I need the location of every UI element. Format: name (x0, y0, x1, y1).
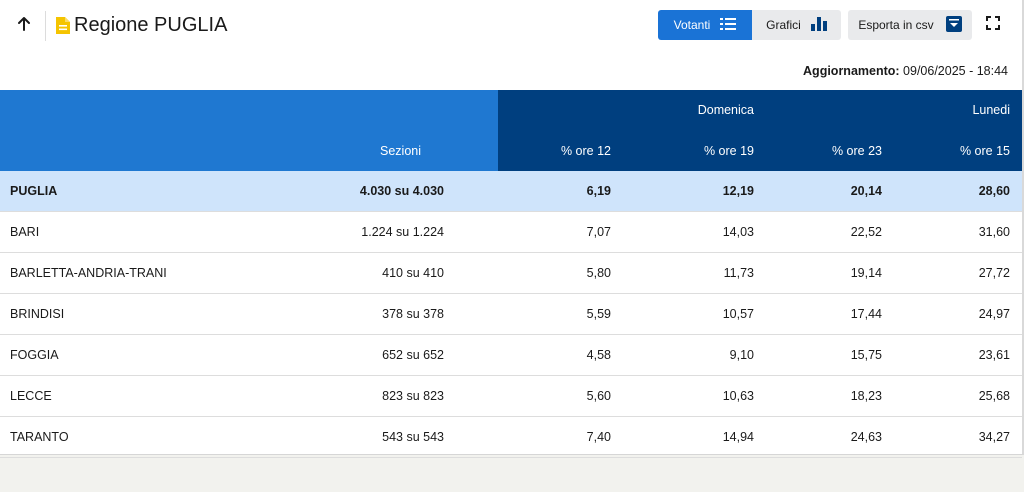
row-ore19: 14,03 (623, 211, 766, 253)
group-header-lunedi: Lunedi (894, 90, 1022, 130)
last-update-label: Aggiornamento: (803, 64, 900, 78)
row-name: BRINDISI (0, 293, 300, 335)
table-row: LECCE 823 su 823 5,60 10,63 18,23 25,68 (0, 375, 1022, 417)
row-ore23: 24,63 (766, 416, 894, 458)
tab-votanti[interactable]: Votanti (658, 10, 752, 40)
table-row: BARLETTA-ANDRIA-TRANI 410 su 410 5,80 11… (0, 252, 1022, 294)
row-ore12: 5,60 (498, 375, 623, 417)
row-name: LECCE (0, 375, 300, 417)
list-icon (720, 17, 737, 33)
row-name: BARI (0, 211, 300, 253)
row-ore12: 4,58 (498, 334, 623, 376)
table-row: FOGGIA 652 su 652 4,58 9,10 15,75 23,61 (0, 334, 1022, 376)
panel-header: Regione PUGLIA Votanti Grafici Esporta i… (0, 0, 1022, 52)
row-ore23: 17,44 (766, 293, 894, 335)
table-column-header: Sezioni % ore 12 % ore 19 % ore 23 % ore… (0, 130, 1022, 171)
row-ore15: 23,61 (894, 334, 1022, 376)
group-header-domenica: Domenica (623, 90, 766, 130)
row-ore19: 10,57 (623, 293, 766, 335)
row-sezioni: 378 su 378 (300, 293, 498, 335)
row-ore19: 14,94 (623, 416, 766, 458)
last-update: Aggiornamento: 09/06/2025 - 18:44 (803, 64, 1008, 78)
row-name: BARLETTA-ANDRIA-TRANI (0, 252, 300, 294)
table-row: TARANTO 543 su 543 7,40 14,94 24,63 34,2… (0, 416, 1022, 458)
row-ore19: 11,73 (623, 252, 766, 294)
row-ore15: 34,27 (894, 416, 1022, 458)
row-sezioni: 823 su 823 (300, 375, 498, 417)
row-ore15: 28,60 (894, 171, 1022, 212)
page-title: Regione PUGLIA (74, 14, 228, 36)
table-row: BRINDISI 378 su 378 5,59 10,57 17,44 24,… (0, 293, 1022, 335)
row-ore15: 25,68 (894, 375, 1022, 417)
export-csv-label: Esporta in csv (858, 18, 934, 32)
tab-votanti-label: Votanti (673, 18, 711, 32)
turnout-table: Domenica Lunedi Sezioni % ore 12 % ore 1… (0, 90, 1022, 458)
row-ore23: 22,52 (766, 211, 894, 253)
table-group-header: Domenica Lunedi (0, 90, 1022, 130)
row-ore15: 31,60 (894, 211, 1022, 253)
row-ore19: 10,63 (623, 375, 766, 417)
document-icon (55, 16, 71, 35)
row-ore12: 5,59 (498, 293, 623, 335)
column-header-ore19: % ore 19 (623, 130, 766, 171)
last-update-value: 09/06/2025 - 18:44 (903, 64, 1008, 78)
back-button[interactable] (10, 12, 38, 40)
row-sezioni: 1.224 su 1.224 (300, 211, 498, 253)
row-ore15: 24,97 (894, 293, 1022, 335)
export-csv-button[interactable]: Esporta in csv (848, 10, 972, 40)
row-ore23: 15,75 (766, 334, 894, 376)
table-row-total: PUGLIA 4.030 su 4.030 6,19 12,19 20,14 2… (0, 171, 1022, 212)
row-ore19: 12,19 (623, 171, 766, 212)
row-sezioni: 4.030 su 4.030 (300, 171, 498, 212)
row-ore12: 5,80 (498, 252, 623, 294)
tab-grafici[interactable]: Grafici (752, 10, 841, 40)
row-sezioni: 543 su 543 (300, 416, 498, 458)
arrow-up-icon (16, 16, 32, 37)
row-ore12: 7,07 (498, 211, 623, 253)
column-header-ore15: % ore 15 (894, 130, 1022, 171)
row-sezioni: 652 su 652 (300, 334, 498, 376)
bar-chart-icon (810, 16, 827, 34)
tab-grafici-label: Grafici (766, 18, 801, 32)
row-ore19: 9,10 (623, 334, 766, 376)
column-header-sezioni: Sezioni (300, 130, 498, 171)
view-toggle: Votanti Grafici (658, 10, 841, 40)
row-ore12: 7,40 (498, 416, 623, 458)
fullscreen-icon (986, 15, 1000, 35)
row-ore23: 20,14 (766, 171, 894, 212)
table-row: BARI 1.224 su 1.224 7,07 14,03 22,52 31,… (0, 211, 1022, 253)
row-ore23: 19,14 (766, 252, 894, 294)
row-ore23: 18,23 (766, 375, 894, 417)
fullscreen-button[interactable] (982, 14, 1004, 36)
results-panel: Regione PUGLIA Votanti Grafici Esporta i… (0, 0, 1024, 458)
row-sezioni: 410 su 410 (300, 252, 498, 294)
column-header-ore23: % ore 23 (766, 130, 894, 171)
header-divider (45, 11, 46, 41)
row-name: FOGGIA (0, 334, 300, 376)
download-icon (945, 15, 962, 35)
row-ore12: 6,19 (498, 171, 623, 212)
row-ore15: 27,72 (894, 252, 1022, 294)
column-header-ore12: % ore 12 (498, 130, 623, 171)
row-name: TARANTO (0, 416, 300, 458)
row-name: PUGLIA (0, 171, 300, 212)
